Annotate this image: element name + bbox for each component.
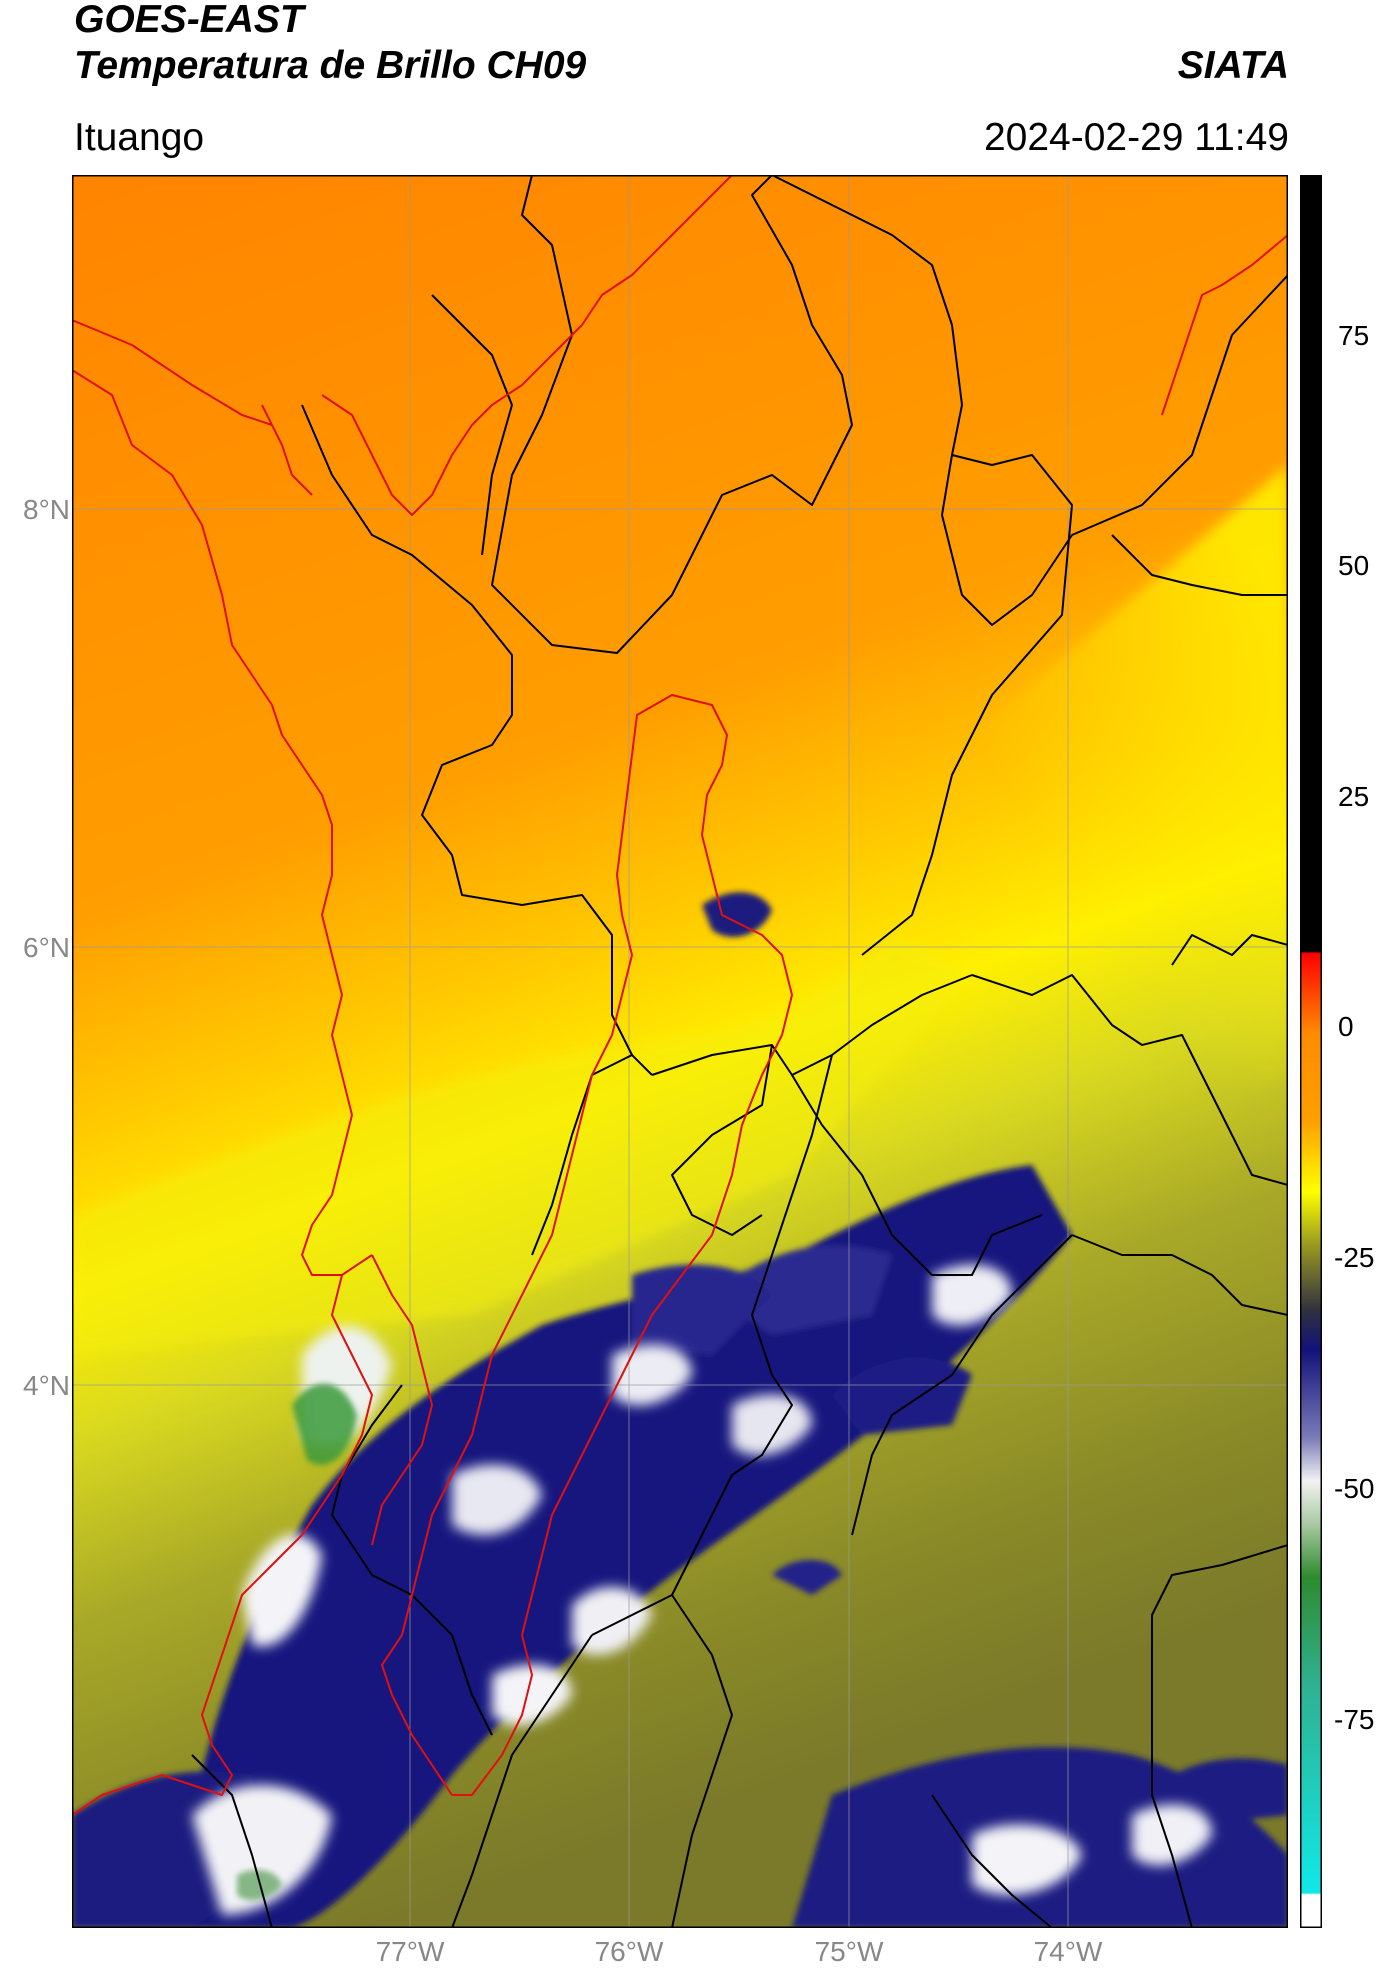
lon-tick-76w: 76°W: [594, 1936, 664, 1967]
lat-tick-4n: 4°N: [23, 1370, 70, 1401]
colorbar-tick-50: 50: [1338, 550, 1370, 581]
lon-tick-77w: 77°W: [375, 1936, 445, 1967]
location-label: Ituango: [74, 116, 205, 159]
brightness-temperature-map: [72, 175, 1288, 1928]
colorbar-tick-0: 0: [1338, 1011, 1354, 1042]
colorbar-tick-75: 75: [1338, 320, 1370, 351]
convective-cloud-band: [72, 892, 1288, 1928]
colorbar: [1300, 175, 1322, 1928]
satellite-title: GOES-EAST: [74, 0, 304, 41]
lon-tick-74w: 74°W: [1033, 1936, 1103, 1967]
lat-tick-6n: 6°N: [23, 932, 70, 963]
map-frame: [72, 175, 1288, 1928]
ituango-watershed-outline: [381, 694, 793, 1796]
green-core: [292, 1383, 357, 1465]
product-title: Temperatura de Brillo CH09: [74, 44, 587, 87]
colorbar-tick-minus75: -75: [1334, 1704, 1375, 1735]
lon-tick-75w: 75°W: [814, 1936, 884, 1967]
datetime-label: 2024-02-29 11:49: [983, 116, 1289, 159]
graticule: [72, 175, 1288, 1928]
organization-label: SIATA: [1177, 44, 1289, 87]
yellow-tongue: [72, 935, 972, 1355]
coastline-border: [72, 175, 1288, 1816]
colorbar-tick-25: 25: [1338, 781, 1370, 812]
colorbar-tick-minus25: -25: [1334, 1242, 1375, 1273]
lat-tick-8n: 8°N: [23, 494, 70, 525]
colorbar-tick-minus50: -50: [1334, 1473, 1375, 1504]
